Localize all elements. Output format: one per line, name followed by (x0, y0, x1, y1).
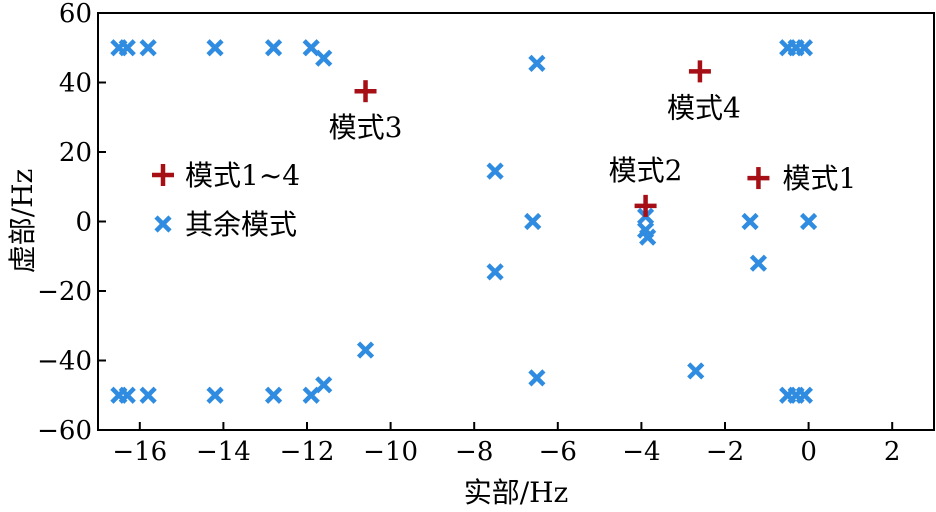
other-mode-point (356, 341, 375, 359)
x-tick-label: −6 (539, 437, 577, 467)
legend-marker (154, 215, 172, 233)
x-tick-label: −4 (622, 437, 660, 467)
other-mode-point (118, 386, 136, 404)
other-mode-point (206, 386, 224, 404)
other-mode-point (486, 263, 504, 281)
other-mode-point (264, 386, 283, 404)
x-axis-label: 实部/Hz (464, 476, 569, 509)
x-tick-label: 2 (884, 437, 901, 467)
x-tick-label: −10 (363, 437, 418, 467)
other-mode-point (206, 39, 224, 57)
mode-point (747, 167, 770, 190)
other-mode-point (800, 212, 818, 231)
other-mode-point (139, 39, 157, 57)
y-tick-label: 60 (59, 0, 92, 29)
other-mode-point (139, 386, 157, 404)
other-mode-point (749, 254, 768, 272)
mode-annotation: 模式4 (667, 91, 741, 124)
other-mode-point (687, 362, 705, 380)
other-mode-point (315, 49, 333, 67)
data-points (110, 39, 818, 404)
mode-point (354, 80, 377, 103)
y-tick-label: 40 (59, 69, 92, 99)
other-mode-point (741, 212, 759, 231)
legend: 模式1~4 其余模式 (152, 159, 300, 241)
mode-point (688, 60, 711, 83)
y-tick-label: 0 (75, 208, 92, 238)
x-tick-label: −8 (455, 437, 493, 467)
legend-marker (152, 164, 174, 186)
other-mode-point (528, 54, 546, 72)
other-mode-point (118, 39, 136, 57)
y-tick-label: 20 (59, 138, 92, 168)
mode-annotation: 模式2 (609, 154, 683, 187)
y-tick-label: −60 (37, 416, 92, 446)
x-tick-label: 0 (800, 437, 817, 467)
x-tick-label: −16 (112, 437, 167, 467)
other-mode-point (795, 39, 814, 57)
other-mode-point (524, 212, 542, 231)
y-tick-label: −40 (37, 347, 92, 377)
other-mode-point (264, 39, 283, 57)
x-tick-label: −14 (196, 437, 251, 467)
mode-annotation: 模式3 (329, 111, 403, 144)
mode-annotation: 模式1 (782, 162, 856, 195)
other-mode-point (528, 369, 546, 387)
y-axis-label: 虚部/Hz (6, 169, 39, 274)
other-mode-point (795, 386, 814, 404)
x-tick-label: −2 (706, 437, 744, 467)
legend-label: 模式1~4 (185, 159, 300, 192)
other-mode-point (486, 162, 504, 180)
other-mode-point (639, 228, 657, 246)
mode-point (634, 194, 657, 217)
annotations: 模式1 模式2 模式3 模式4 (329, 91, 857, 195)
other-mode-point (315, 376, 333, 394)
y-tick-label: −20 (37, 277, 92, 307)
x-tick-label: −12 (280, 437, 335, 467)
legend-label: 其余模式 (185, 208, 297, 241)
